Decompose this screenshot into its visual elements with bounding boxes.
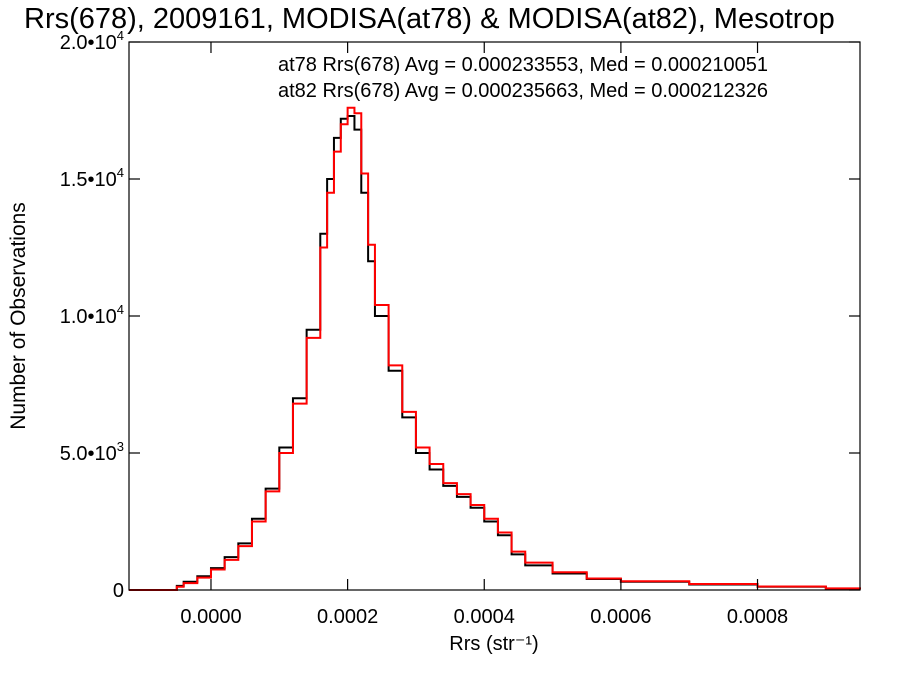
plot-frame [128, 41, 861, 591]
chart-title: Rrs(678), 2009161, MODISA(at78) & MODISA… [24, 3, 835, 35]
x-tick-label-3: 0.0006 [590, 606, 651, 628]
y-tick-label-3: 1.5•104 [60, 165, 124, 191]
y-tick-label-2: 1.0•104 [60, 302, 124, 328]
x-axis-label: Rrs (str⁻¹) [449, 633, 538, 655]
y-tick-label-4: 2.0•104 [60, 28, 124, 54]
x-tick-label-0: 0.0000 [180, 606, 241, 628]
x-tick-label-1: 0.0002 [317, 606, 378, 628]
y-tick-label-1: 5.0•103 [60, 439, 124, 465]
x-tick-label-4: 0.0008 [727, 606, 788, 628]
x-tick-label-2: 0.0004 [454, 606, 515, 628]
legend-entry-1: at82 Rrs(678) Avg = 0.000235663, Med = 0… [278, 80, 768, 102]
y-axis-label: Number of Observations [7, 202, 30, 430]
legend-entry-0: at78 Rrs(678) Avg = 0.000233553, Med = 0… [278, 54, 768, 76]
y-tick-label-0: 0 [113, 580, 124, 602]
series-line-1 [129, 106, 861, 591]
plot-layer: 0.0000 0.0002 0.0004 0.0006 0.0008 0 5.0•103 1.… [60, 28, 861, 628]
